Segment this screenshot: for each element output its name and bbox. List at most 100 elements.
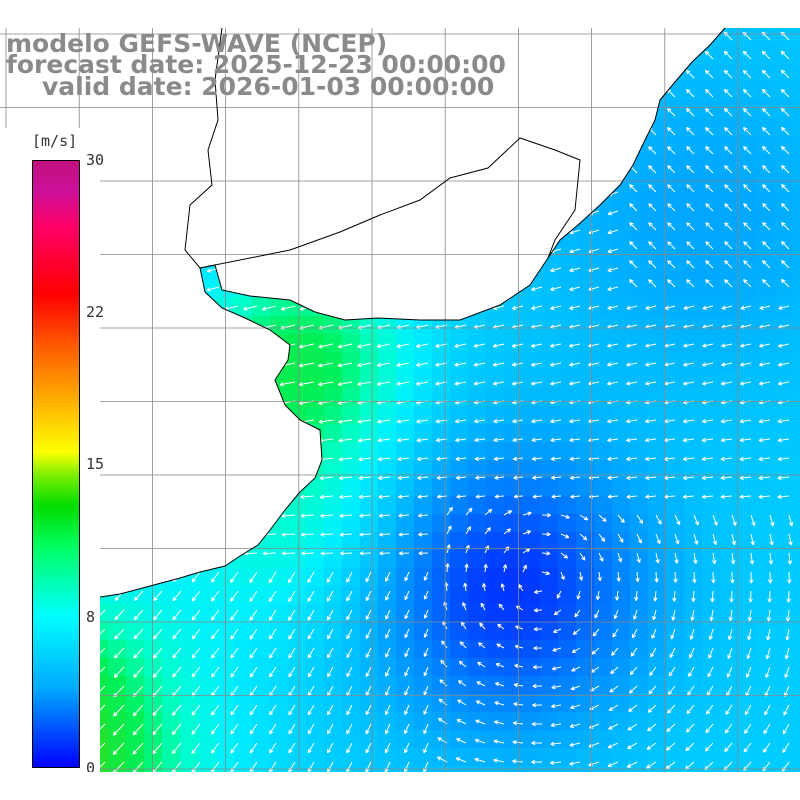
wind-arrow <box>378 229 391 235</box>
wind-arrow <box>418 532 429 537</box>
speed-cell <box>468 460 487 479</box>
speed-cell <box>126 712 145 731</box>
speed-cell <box>126 748 145 767</box>
wind-arrow <box>711 552 717 565</box>
wind-arrow <box>744 704 752 716</box>
wind-arrow <box>150 153 163 159</box>
wind-arrow <box>416 456 429 462</box>
speed-cell <box>324 496 343 515</box>
speed-cell <box>396 694 415 713</box>
wind-arrow <box>300 532 315 537</box>
wind-arrow <box>282 229 296 235</box>
wind-arrow <box>191 609 201 621</box>
wind-arrow <box>685 50 695 60</box>
speed-cell <box>306 568 325 587</box>
wind-arrow <box>385 666 391 677</box>
wind-arrow <box>530 305 543 310</box>
speed-cell <box>378 496 397 515</box>
speed-cell <box>630 64 649 83</box>
speed-cell <box>306 190 325 209</box>
wind-arrow <box>511 362 524 367</box>
speed-cell <box>738 334 757 353</box>
speed-cell <box>414 298 433 317</box>
speed-cell <box>738 442 757 461</box>
speed-cell <box>234 676 253 695</box>
speed-cell <box>252 712 271 731</box>
wind-arrow <box>781 260 790 269</box>
wind-arrow <box>777 437 790 443</box>
speed-cell <box>720 604 739 623</box>
wind-arrow <box>418 551 429 556</box>
speed-cell <box>522 640 541 659</box>
speed-cell <box>738 586 757 605</box>
wind-arrow <box>588 77 600 84</box>
speed-cell <box>594 460 613 479</box>
speed-cell <box>144 118 163 137</box>
wind-arrow <box>530 362 543 367</box>
wind-arrow <box>168 475 182 481</box>
speed-cell <box>396 406 415 425</box>
speed-cell <box>162 208 181 227</box>
wind-arrow <box>727 647 733 659</box>
wind-arrow <box>761 107 771 117</box>
speed-cell <box>234 748 253 767</box>
speed-cell <box>180 136 199 155</box>
wind-arrow <box>339 513 353 518</box>
speed-cell <box>648 730 667 749</box>
speed-cell <box>468 190 487 209</box>
speed-cell <box>738 748 757 767</box>
wind-arrow <box>570 494 581 499</box>
speed-cell <box>540 568 559 587</box>
wind-arrow <box>230 647 239 659</box>
speed-cell <box>702 244 721 263</box>
speed-cell <box>468 352 487 371</box>
speed-cell <box>234 712 253 731</box>
wind-arrow <box>358 494 372 499</box>
wind-arrow <box>724 279 733 288</box>
speed-cell <box>432 226 451 245</box>
wind-arrow <box>607 305 619 310</box>
speed-cell <box>270 748 289 767</box>
wind-arrow <box>724 260 733 269</box>
wind-arrow <box>475 719 486 725</box>
wind-arrow <box>287 571 296 584</box>
speed-cell <box>468 154 487 173</box>
speed-cell <box>270 424 289 443</box>
speed-cell <box>486 532 505 551</box>
speed-cell <box>576 532 595 551</box>
speed-cell <box>180 298 199 317</box>
speed-cell <box>198 226 217 245</box>
speed-cell <box>378 460 397 479</box>
speed-cell <box>594 352 613 371</box>
speed-cell <box>324 280 343 299</box>
speed-cell <box>630 694 649 713</box>
wind-arrow <box>607 134 619 140</box>
wind-arrow <box>673 571 678 583</box>
speed-cell <box>126 244 145 263</box>
wind-arrow <box>417 115 429 122</box>
speed-cell <box>468 424 487 443</box>
speed-cell <box>756 442 775 461</box>
speed-cell <box>522 388 541 407</box>
speed-cell <box>450 676 469 695</box>
speed-cell <box>576 424 595 443</box>
speed-cell <box>198 604 217 623</box>
wind-arrow <box>455 115 467 122</box>
speed-cell <box>144 370 163 389</box>
speed-cell <box>594 676 613 695</box>
speed-cell <box>558 478 577 497</box>
wind-arrow <box>512 437 524 443</box>
wind-arrow <box>404 666 410 677</box>
wind-arrow <box>337 362 353 368</box>
wind-arrow <box>172 590 182 602</box>
wind-arrow <box>338 475 353 481</box>
speed-cell <box>468 316 487 335</box>
wind-arrow <box>787 552 793 565</box>
speed-cell <box>612 28 631 47</box>
speed-cell <box>414 316 433 335</box>
wind-arrow <box>398 532 410 537</box>
wind-arrow <box>477 661 486 668</box>
wind-arrow <box>249 742 258 754</box>
speed-cell <box>540 676 559 695</box>
speed-cell <box>306 730 325 749</box>
